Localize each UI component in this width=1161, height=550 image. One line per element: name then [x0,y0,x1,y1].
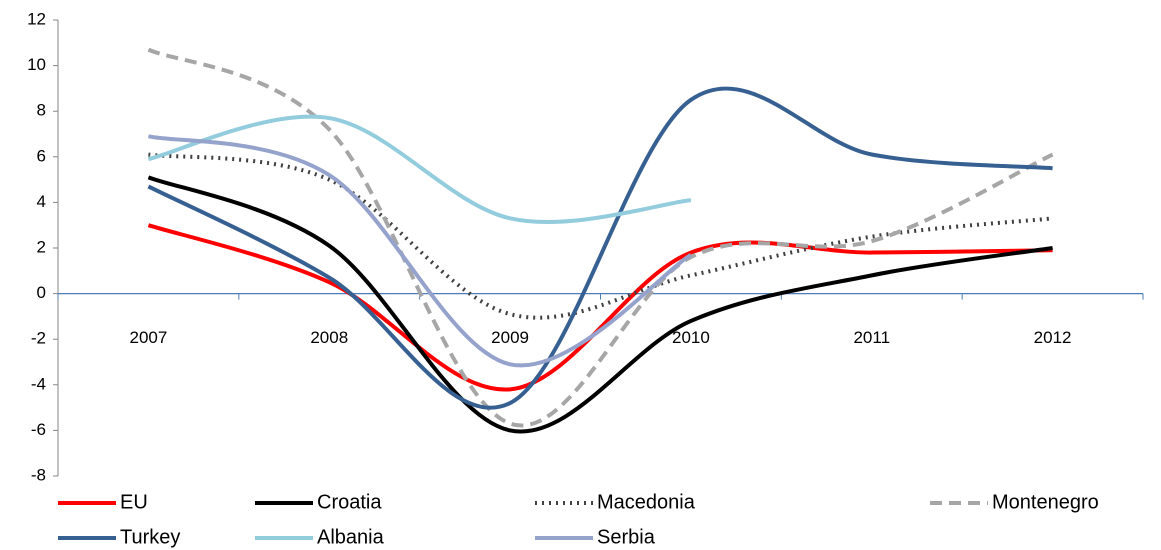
y-tick-label: 4 [37,192,46,211]
legend-label: Serbia [597,526,656,548]
y-tick-label: 8 [37,101,46,120]
x-tick-label: 2011 [853,328,890,347]
y-tick-label: 0 [37,283,46,302]
x-tick-label: 2012 [1034,328,1072,347]
legend-label: EU [120,491,148,513]
y-tick-label: 2 [37,237,46,256]
legend-label: Macedonia [597,491,696,513]
series-line [147,47,1054,428]
x-tick-label: 2007 [130,328,168,347]
x-tick-label: 2010 [672,328,710,347]
series-line [147,134,692,368]
x-tick-label: 2009 [491,328,529,347]
y-tick-label: -4 [31,374,46,393]
x-tick-label: 2008 [310,328,348,347]
series-line [147,223,1053,392]
legend-label: Turkey [120,526,180,548]
series-line [148,152,1053,320]
series-line [147,114,692,224]
y-tick-label: -6 [31,420,46,439]
y-tick-label: -2 [31,329,46,348]
y-tick-label: 6 [37,146,46,165]
series-line [147,86,1053,410]
legend-label: Albania [317,526,385,548]
series-line [147,175,1053,434]
legend-label: Croatia [317,491,382,513]
y-tick-label: 12 [27,9,46,28]
y-tick-label: 10 [27,55,46,74]
legend-label: Montenegro [992,491,1099,513]
y-tick-label: -8 [31,465,46,484]
